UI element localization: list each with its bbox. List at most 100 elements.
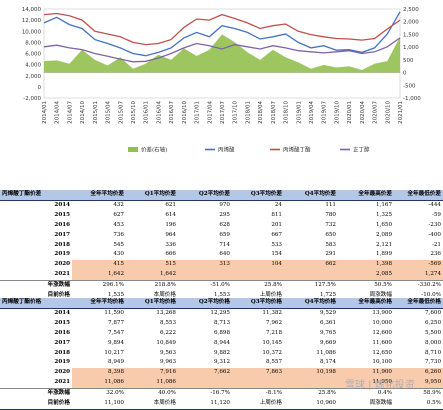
pct-row: 年涨跌幅 32.0% 40.0% -16.7% -8.1% 25.8% 0.4% 58.9% <box>0 388 443 400</box>
table-row: 2017 736 964 659 667 650 2,089 -400 <box>0 231 443 241</box>
table-cell: 6,250 <box>424 319 441 326</box>
row-label: 2020 <box>54 369 70 376</box>
table-cell: 9,963 <box>159 359 176 366</box>
table-cell: 11,950 <box>338 378 394 389</box>
table-cell: 7,218 <box>265 329 282 336</box>
table-cell: 9,765 <box>319 329 336 336</box>
table-cell: 0.4% <box>338 388 394 400</box>
y-right-tick-label: -1,000 <box>403 96 421 102</box>
table-cell: 7,863 <box>232 368 284 379</box>
table-cell: 10,849 <box>156 339 176 346</box>
table-cell: 666 <box>165 251 176 258</box>
table-cell: 6,898 <box>213 329 230 336</box>
table-cell: 811 <box>271 211 282 218</box>
table-cell: 9,529 <box>319 309 336 316</box>
table-cell: 全年最低价差 <box>394 190 443 201</box>
x-tick-label: 2016/10 <box>182 101 188 124</box>
table-cell: 13,900 <box>372 309 392 316</box>
table-cell: 周涨跌幅 <box>338 399 394 410</box>
y-left-tick-label: 8,000 <box>25 40 41 46</box>
table-cell: 7,877 <box>107 319 124 326</box>
x-tick-label: 2015/10 <box>131 101 137 124</box>
table-cell: 8,944 <box>213 339 230 346</box>
table-cell: 0.5% <box>394 399 443 410</box>
table-cell: 583 <box>325 241 336 248</box>
price-spread-chart: -2,000 0 2,000 4,000 6,000 8,000 10,000 12,000 1… <box>0 0 443 190</box>
x-tick-label: 2017/01 <box>195 101 201 124</box>
price-table: 丙烯酸丁酯价格 全年平均价格 Q1平均价格 Q2平均价格 Q3平均价格 Q4平均价格 全年最… <box>0 298 443 410</box>
table-cell: 5,500 <box>424 329 441 336</box>
row-label: 2014 <box>54 309 70 316</box>
table-cell: 2,085 <box>338 270 394 281</box>
table-cell: -444 <box>428 201 441 208</box>
table-cell: 640 <box>219 251 230 258</box>
table-cell: 1,642 <box>126 270 178 281</box>
row-label: 目前价格 <box>0 399 72 410</box>
row-label: 2021 <box>54 271 70 278</box>
table-cell: -230 <box>428 221 441 228</box>
y-left-tick-label: 12,000 <box>22 18 42 24</box>
table-cell: 415 <box>72 260 126 271</box>
table-cell: -59 <box>431 211 441 218</box>
y-left-tick-label: 6,000 <box>25 52 41 58</box>
table-cell: Q4平均价格 <box>284 298 338 309</box>
table-cell: 111 <box>325 201 336 208</box>
table-cell: 11,086 <box>126 378 178 389</box>
x-tick-label: 2019/07 <box>322 101 328 124</box>
table-cell: 533 <box>271 241 282 248</box>
y-right-tick-label: -500 <box>403 83 416 89</box>
y-right-tick-label: 500 <box>403 58 414 64</box>
pct-row: 年涨跌幅 296.1% 218.8% -51.0% 25.8% 127.5% 50.5% -3… <box>0 280 443 292</box>
table-cell: Q2平均价差 <box>178 190 232 201</box>
series-line-2 <box>43 37 401 63</box>
table-row: 2014 11,590 13,268 12,295 11,382 9,529 13,900 7… <box>0 308 443 318</box>
x-tick-label: 2019/01 <box>296 101 302 124</box>
table-cell <box>284 270 338 281</box>
table-cell: 736 <box>113 231 124 238</box>
x-tick-label: 2014/04 <box>55 101 61 124</box>
table-cell: -21 <box>431 241 441 248</box>
row-label: 2018 <box>54 349 70 356</box>
table-cell: 全年最高价格 <box>338 298 394 309</box>
table-cell: 24 <box>274 201 282 208</box>
table-cell: 9,894 <box>107 339 124 346</box>
table-cell: 40.0% <box>126 388 178 400</box>
table-row: 2021 11,086 11,086 11,950 9,950 <box>0 378 443 389</box>
row-label: 年涨跌幅 <box>0 388 72 400</box>
series-area-spread <box>44 34 400 73</box>
table-cell: 10,145 <box>262 339 282 346</box>
table-cell: Q1平均价差 <box>126 190 178 201</box>
table-cell <box>178 270 232 281</box>
row-label: 2016 <box>54 221 70 228</box>
table-cell <box>232 270 284 281</box>
row-label: 丙烯酸丁酯价差 <box>0 190 72 201</box>
table-cell: 9,563 <box>159 349 176 356</box>
x-tick-label: 2018/10 <box>284 101 290 124</box>
y-left-tick-label: 4,000 <box>25 63 41 69</box>
table-cell: Q3平均价格 <box>232 298 284 309</box>
y-right-tick-label: 2,500 <box>403 7 419 13</box>
x-tick-label: 2018/04 <box>258 101 264 124</box>
table-cell: 659 <box>219 231 230 238</box>
table-cell: 313 <box>178 260 232 271</box>
x-tick-label: 2016/07 <box>169 101 175 124</box>
table-cell: -51.0% <box>178 280 232 292</box>
table-cell: 7,962 <box>265 319 282 326</box>
table-cell: 336 <box>165 241 176 248</box>
x-tick-label: 2021/01 <box>398 101 404 124</box>
x-tick-label: 2018/07 <box>271 101 277 124</box>
table-cell: 295 <box>219 211 230 218</box>
table-cell: 10,000 <box>372 319 392 326</box>
table-cell: 545 <box>113 241 124 248</box>
table-cell: 430 <box>113 251 124 258</box>
table-cell: 970 <box>219 201 230 208</box>
table-cell: 11,600 <box>372 339 392 346</box>
table-cell: 8,553 <box>159 319 176 326</box>
row-label: 2015 <box>54 211 70 218</box>
table-cell: 1,398 <box>338 260 394 271</box>
spread-table: 丙烯酸丁酯价差 全年平均价差 Q1平均价差 Q2平均价差 Q3平均价差 Q4平均价差 全年最… <box>0 190 443 302</box>
legend-label: 正丁醇 <box>353 146 370 154</box>
table-cell: 10,372 <box>262 349 282 356</box>
table-cell: 全年最高价差 <box>338 190 394 201</box>
table-cell: 7,730 <box>424 359 441 366</box>
